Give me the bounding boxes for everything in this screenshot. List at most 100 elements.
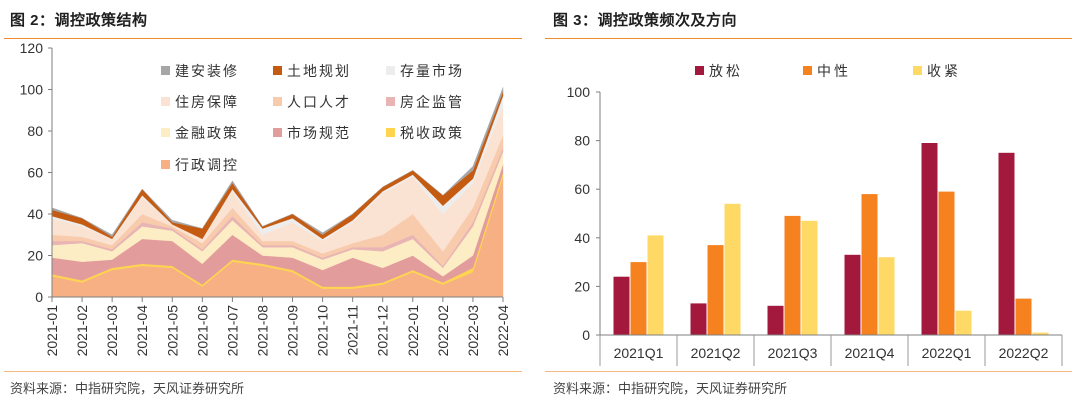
bar-series-1-cat-2	[690, 303, 707, 335]
legend-label: 房企监管	[400, 94, 464, 110]
bar-series-2-cat-6	[1015, 298, 1032, 335]
legend-swatch	[695, 66, 704, 75]
chart-title-left: 图 2：调控政策结构	[10, 12, 148, 29]
legend-item: 金融政策	[161, 125, 239, 141]
x-tick-label: 2021-01	[44, 305, 60, 357]
x-tick-label: 2021-03	[104, 305, 120, 357]
x-tick-label: 2021-08	[254, 305, 270, 357]
bar-series-3-cat-2	[724, 203, 741, 335]
bar-series-3-cat-4	[878, 257, 895, 335]
legend-swatch	[803, 66, 812, 75]
source-note-left: 资料来源：中指研究院，天风证券研究所	[10, 381, 245, 396]
x-tick-label: 2021Q1	[614, 345, 664, 361]
x-tick-label: 2021Q4	[845, 345, 895, 361]
legend-swatch	[273, 128, 282, 137]
legend-label: 收紧	[927, 63, 961, 79]
legend-swatch	[273, 97, 282, 106]
y-tick-label: 20	[27, 248, 43, 264]
bar-series-3-cat-3	[801, 220, 818, 335]
legend-swatch	[161, 160, 170, 169]
legend-swatch	[386, 66, 395, 75]
legend-label: 住房保障	[175, 94, 239, 110]
x-tick-label: 2022-01	[405, 305, 421, 357]
x-tick-label: 2022-03	[465, 305, 481, 357]
bar-series-1-cat-3	[767, 305, 784, 335]
legend-swatch	[386, 128, 395, 137]
x-tick-label: 2021-12	[375, 305, 391, 357]
legend-label: 建安装修	[175, 63, 239, 79]
x-tick-label: 2021Q2	[691, 345, 741, 361]
source-divider-right	[545, 371, 1072, 372]
legend-item: 市场规范	[273, 125, 349, 141]
x-tick-label: 2022-04	[495, 305, 511, 357]
y-tick-label: 0	[35, 289, 43, 305]
x-tick-label: 2021-07	[224, 305, 240, 357]
legend-label: 税收政策	[400, 125, 464, 141]
legend-item: 放松	[695, 63, 740, 79]
x-tick-label: 2021-02	[74, 305, 90, 357]
bar-series-1-cat-6	[998, 152, 1015, 336]
area-series-1	[51, 87, 504, 238]
legend-item: 土地规划	[273, 63, 351, 79]
bar-series-2-cat-1	[630, 262, 647, 335]
legend-label: 存量市场	[400, 63, 464, 79]
bar-series-3-cat-1	[647, 235, 664, 335]
chart-title-right: 图 3：调控政策频次及方向	[553, 12, 738, 29]
title-underline-right	[545, 38, 1072, 39]
legend-item: 建安装修	[161, 63, 239, 79]
y-tick-label: 80	[574, 133, 590, 149]
legend-swatch	[913, 66, 922, 75]
x-tick-label: 2022Q2	[999, 345, 1049, 361]
x-tick-label: 2022-02	[435, 305, 451, 357]
y-tick-label: 20	[574, 278, 590, 294]
legend-item: 中性	[803, 63, 851, 79]
bar-series-2-cat-3	[784, 215, 801, 335]
bar-series-2-cat-4	[861, 194, 878, 335]
x-tick-label: 2021-04	[134, 305, 150, 357]
y-tick-label: 60	[574, 181, 590, 197]
legend-label: 行政调控	[175, 157, 239, 173]
legend-swatch	[386, 97, 395, 106]
legend-item: 存量市场	[386, 63, 464, 79]
x-tick-label: 2021-10	[315, 305, 331, 357]
y-tick-label: 0	[582, 327, 590, 343]
stacked-areas	[51, 87, 504, 298]
legend-item: 房企监管	[386, 94, 464, 110]
title-underline-left	[4, 38, 522, 39]
legend-item: 行政调控	[161, 157, 239, 173]
chart-right: 0 20 40 60 80 100 2021Q1 2021Q2 2021Q3 2021Q4 2022…	[567, 63, 1063, 366]
legend-swatch	[273, 66, 282, 75]
legend-swatch	[161, 97, 170, 106]
source-note-right: 资料来源：中指研究院，天风证券研究所	[553, 381, 788, 396]
x-tick-label: 2021-09	[285, 305, 301, 357]
source-divider-left	[4, 371, 522, 372]
legend-item: 税收政策	[386, 125, 464, 141]
legend-swatch	[161, 66, 170, 75]
legend-swatch	[161, 128, 170, 137]
legend-label: 土地规划	[287, 63, 351, 79]
y-tick-label: 80	[27, 123, 43, 139]
x-tick-label: 2021-05	[164, 305, 180, 357]
bar-series-1-cat-1	[613, 276, 630, 335]
bar-series-2-cat-2	[707, 245, 724, 335]
bars	[613, 143, 1049, 336]
x-tick-label: 2022Q1	[922, 345, 972, 361]
y-tick-label: 100	[20, 82, 44, 98]
bar-series-3-cat-5	[955, 310, 972, 335]
x-tick-label: 2021Q3	[768, 345, 818, 361]
y-tick-label: 60	[27, 165, 43, 181]
bar-series-1-cat-4	[844, 254, 861, 335]
legend-label: 金融政策	[175, 125, 239, 141]
legend-item: 住房保障	[161, 94, 239, 110]
chart-left: 0 20 40 60 80 100 120 2021-01 2021-02 2021-03 2021…	[20, 40, 511, 356]
y-tick-label: 120	[20, 40, 44, 56]
bar-series-1-cat-5	[921, 143, 938, 335]
y-tick-label: 100	[567, 84, 591, 100]
legend-label: 中性	[817, 63, 851, 79]
x-tick-label: 2021-06	[194, 305, 210, 357]
bar-series-3-cat-6	[1032, 332, 1049, 335]
y-tick-label: 40	[574, 230, 590, 246]
legend-item: 人口人才	[273, 94, 349, 110]
bar-series-2-cat-5	[938, 191, 955, 335]
